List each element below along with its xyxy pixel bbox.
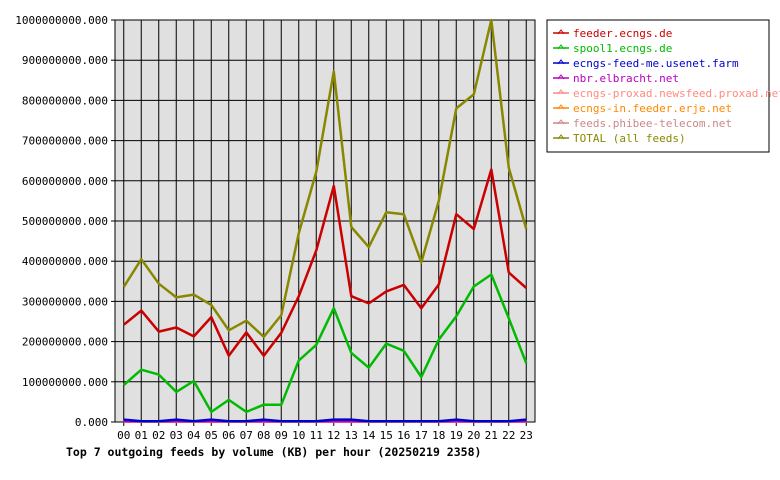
- x-tick-label: 16: [397, 429, 410, 442]
- x-tick-label: 00: [117, 429, 130, 442]
- chart-title: Top 7 outgoing feeds by volume (KB) per …: [66, 445, 481, 459]
- legend-marker-icon: [557, 119, 565, 125]
- series-lines: [122, 18, 528, 423]
- y-tick-label: 400000000.000: [22, 255, 108, 268]
- x-tick-label: 21: [485, 429, 498, 442]
- x-axis: 00 01 02 03 04 05 06 07 08 09 10 11 12 13 14 15 16 17 18 19…: [117, 422, 533, 442]
- x-tick-label: 06: [222, 429, 235, 442]
- y-tick-label: 500000000.000: [22, 215, 108, 228]
- x-tick-label: 09: [275, 429, 288, 442]
- legend-marker-icon: [557, 134, 565, 140]
- legend: feeder.ecngs.de spool1.ecngs.de ecngs-feed…: [546, 19, 780, 153]
- x-tick-label: 13: [345, 429, 358, 442]
- x-tick-label: 01: [135, 429, 148, 442]
- y-axis: 0.000 100000000.000 200000000.000 300000000…: [15, 14, 115, 429]
- legend-label: nbr.elbracht.net: [573, 72, 679, 85]
- legend-marker-icon: [557, 29, 565, 35]
- x-tick-label: 22: [502, 429, 515, 442]
- y-tick-label: 1000000000.000: [15, 14, 108, 27]
- legend-label: feeder.ecngs.de: [573, 27, 672, 40]
- x-tick-label: 05: [205, 429, 218, 442]
- x-tick-label: 15: [380, 429, 393, 442]
- x-tick-label: 14: [362, 429, 376, 442]
- series-line-1: [122, 273, 528, 414]
- legend-marker-icon: [557, 59, 565, 65]
- legend-label: spool1.ecngs.de: [573, 42, 672, 55]
- legend-label: ecngs-proxad.newsfeed.proxad.net: [573, 87, 780, 100]
- y-tick-label: 900000000.000: [22, 54, 108, 67]
- y-tick-label: 300000000.000: [22, 295, 108, 308]
- x-tick-label: 07: [240, 429, 253, 442]
- x-tick-label: 11: [310, 429, 323, 442]
- x-tick-label: 23: [520, 429, 533, 442]
- legend-label: ecngs-in.feeder.erje.net: [573, 102, 732, 115]
- legend-marker-icon: [557, 74, 565, 80]
- legend-marker-icon: [557, 104, 565, 110]
- y-tick-label: 100000000.000: [22, 376, 108, 389]
- grid-lines: [115, 20, 535, 422]
- series-line-0: [123, 168, 528, 357]
- x-tick-label: 17: [415, 429, 428, 442]
- y-tick-label: 600000000.000: [22, 175, 108, 188]
- x-tick-label: 04: [187, 429, 201, 442]
- legend-label: feeds.phibee-telecom.net: [573, 117, 732, 130]
- series-line-2: [123, 418, 527, 423]
- legend-marker-icon: [557, 44, 565, 50]
- legend-box: [546, 19, 770, 153]
- x-tick-label: 02: [152, 429, 165, 442]
- legend-label: TOTAL (all feeds): [573, 132, 686, 145]
- x-tick-label: 19: [450, 429, 463, 442]
- x-tick-label: 10: [292, 429, 305, 442]
- x-tick-label: 18: [432, 429, 445, 442]
- y-tick-label: 800000000.000: [22, 94, 108, 107]
- legend-marker-icon: [557, 89, 565, 95]
- x-tick-label: 08: [257, 429, 270, 442]
- y-tick-label: 700000000.000: [22, 135, 108, 148]
- series-line-7: [122, 18, 528, 339]
- y-tick-label: 0.000: [75, 416, 108, 429]
- x-tick-label: 12: [327, 429, 340, 442]
- y-tick-label: 200000000.000: [22, 336, 108, 349]
- x-tick-label: 03: [170, 429, 183, 442]
- x-tick-label: 20: [467, 429, 480, 442]
- legend-label: ecngs-feed-me.usenet.farm: [573, 57, 739, 70]
